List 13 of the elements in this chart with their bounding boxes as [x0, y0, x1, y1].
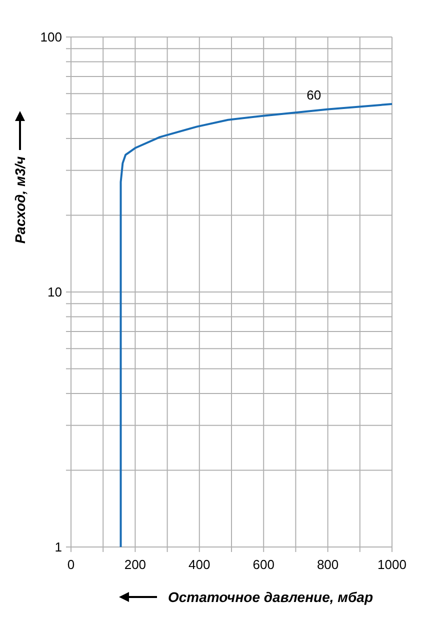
- series-label: 60: [306, 87, 322, 102]
- x-tick-label: 600: [252, 557, 274, 572]
- x-tick-label: 200: [124, 557, 146, 572]
- line-series: [120, 103, 393, 548]
- y-tick-label: 100: [40, 30, 62, 45]
- x-tick-label: 0: [67, 557, 75, 572]
- y-tick-label: 1: [54, 540, 62, 555]
- y-axis-title: Расход, м3/ч: [12, 156, 28, 244]
- x-tick-label: 1000: [378, 557, 406, 572]
- x-axis-title: Остаточное давление, мбар: [168, 589, 374, 605]
- x-tick-label: 400: [188, 557, 210, 572]
- x-tick-label: 800: [316, 557, 339, 572]
- y-tick-label: 10: [48, 284, 62, 300]
